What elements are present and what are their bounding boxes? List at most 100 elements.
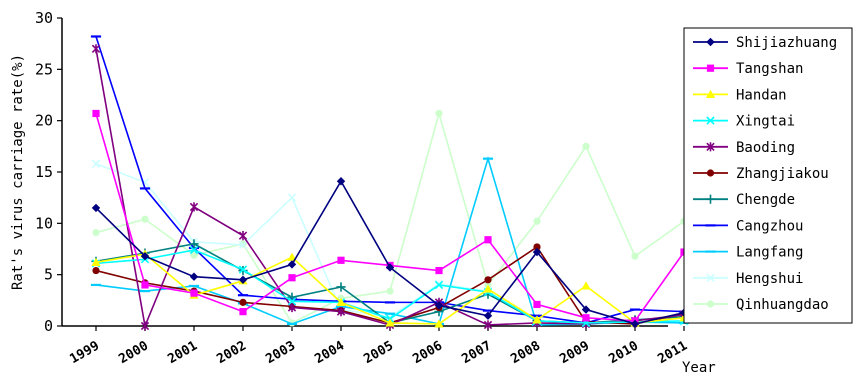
- y-tick-label: 0: [44, 317, 53, 335]
- y-tick-label: 5: [44, 266, 53, 284]
- y-axis-ticks: 0 5 10 15 20 25 30: [35, 9, 62, 335]
- y-axis-label-group: Rat's virus carriage rate(%): [10, 54, 26, 290]
- x-tick-label: 2001: [165, 338, 200, 367]
- x-tick-label: 2003: [263, 338, 298, 367]
- data-point: [385, 318, 395, 327]
- data-point: [581, 305, 591, 314]
- data-point: [434, 280, 444, 290]
- data-point: [484, 276, 492, 284]
- legend-marker: [706, 169, 715, 177]
- y-axis-label: Rat's virus carriage rate(%): [10, 54, 26, 290]
- legend-label: Hengshui: [736, 271, 803, 287]
- series-line: [95, 163, 685, 324]
- legend-label: Chengde: [736, 192, 795, 208]
- series-langfang: [90, 155, 690, 327]
- data-point: [532, 247, 542, 257]
- series-line: [95, 48, 685, 329]
- data-point: [287, 252, 297, 261]
- legend-item: Zhangjiakou: [693, 166, 829, 182]
- y-tick-label: 30: [35, 9, 53, 27]
- legend-label: Langfang: [736, 245, 803, 261]
- series-cangzhou: [90, 35, 690, 325]
- legend-label: Cangzhou: [736, 218, 803, 234]
- x-tick-label: 2008: [508, 338, 543, 367]
- data-point: [434, 301, 444, 310]
- legend-label: Tangshan: [736, 61, 803, 77]
- data-point: [189, 272, 199, 281]
- legend-item: Shijiazhuang: [693, 35, 837, 51]
- data-point: [288, 274, 296, 282]
- data-point: [630, 319, 640, 329]
- data-point: [287, 260, 297, 269]
- legend-marker: [706, 116, 715, 125]
- data-point: [386, 287, 394, 295]
- data-point: [189, 245, 199, 255]
- data-point: [287, 193, 297, 202]
- legend-label: Baoding: [736, 140, 795, 156]
- x-tick-label: 2007: [459, 338, 494, 367]
- data-point: [92, 266, 100, 275]
- legend-label: Qinhuangdao: [736, 297, 829, 313]
- data-point: [92, 228, 100, 237]
- data-point: [189, 202, 199, 212]
- legend-item: Chengde: [693, 192, 795, 208]
- legend-item: Handan: [693, 87, 787, 103]
- data-point: [336, 282, 346, 292]
- data-point: [239, 298, 247, 306]
- data-point: [336, 177, 346, 186]
- x-tick-label: 2010: [606, 338, 641, 367]
- y-tick-label: 20: [35, 112, 53, 130]
- x-tick-label: 2000: [116, 338, 151, 367]
- data-point: [435, 109, 443, 118]
- data-point: [582, 142, 590, 150]
- data-point: [581, 281, 591, 290]
- data-point: [91, 203, 101, 213]
- legend-item: Qinhuangdao: [693, 297, 829, 313]
- data-point: [582, 314, 590, 322]
- data-point: [141, 215, 149, 223]
- legend-label: Shijiazhuang: [736, 35, 837, 51]
- data-point: [91, 159, 101, 168]
- data-point: [435, 266, 443, 275]
- x-tick-label: 2006: [410, 338, 445, 367]
- x-tick-label: 2005: [361, 338, 396, 367]
- legend-marker: [706, 300, 715, 308]
- data-point: [533, 217, 541, 225]
- x-tick-label: 2004: [312, 338, 347, 367]
- legend-marker: [705, 194, 716, 204]
- data-point: [631, 252, 639, 260]
- series-line: [95, 36, 685, 324]
- data-point: [483, 311, 493, 320]
- y-tick-label: 15: [35, 163, 53, 181]
- data-point: [434, 319, 444, 328]
- data-point: [533, 300, 541, 309]
- legend-marker: [706, 273, 715, 282]
- legend: Shijiazhuang Tangshan Handan Xingtai Baoding…: [683, 27, 853, 324]
- legend-label: Handan: [736, 87, 787, 103]
- series-qinhuangdao: [92, 109, 688, 327]
- data-point: [484, 236, 492, 244]
- data-point: [532, 315, 542, 324]
- legend-label: Xingtai: [736, 114, 795, 130]
- legend-marker: [706, 142, 715, 152]
- series-line: [95, 243, 685, 324]
- data-point: [91, 257, 101, 266]
- legend-marker: [706, 64, 715, 72]
- data-point: [140, 251, 150, 261]
- legend-item: Tangshan: [693, 61, 803, 77]
- data-point: [483, 284, 493, 293]
- legend-item: Langfang: [693, 245, 803, 261]
- y-tick-label: 10: [35, 214, 53, 232]
- data-point: [238, 275, 248, 284]
- legend-marker: [705, 89, 716, 98]
- data-point: [238, 265, 248, 274]
- data-point: [190, 251, 198, 259]
- data-point: [337, 256, 345, 264]
- x-tick-label: 1999: [67, 338, 102, 367]
- data-point: [336, 307, 346, 317]
- legend-item: Hengshui: [693, 271, 803, 287]
- series-line: [95, 155, 685, 326]
- x-tick-label: 2002: [214, 338, 249, 367]
